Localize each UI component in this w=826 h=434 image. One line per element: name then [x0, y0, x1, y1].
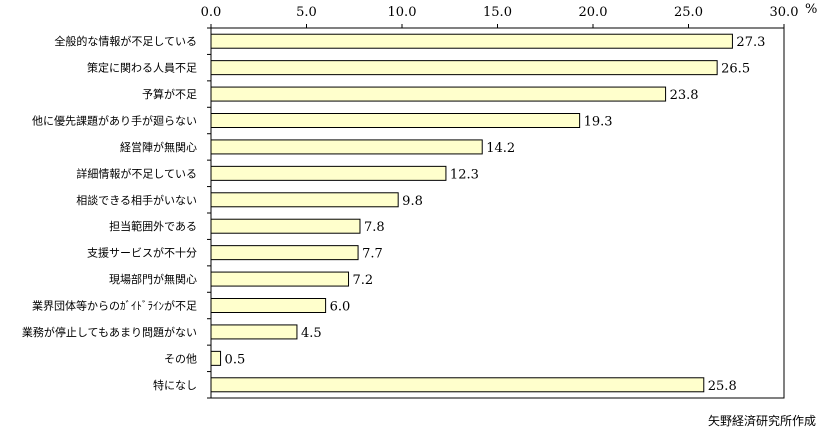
- data-label: 0.5: [225, 352, 246, 367]
- bar: [210, 218, 361, 234]
- category-label: 業界団体等からのｶﾞｲﾄﾞﾗｲﾝが不足: [32, 299, 197, 313]
- x-tick-label: 10.0: [388, 5, 417, 20]
- data-label: 7.2: [353, 273, 374, 288]
- data-label: 12.3: [450, 167, 479, 182]
- category-label: 現場部門が無関心: [109, 272, 197, 286]
- axis-layer: 0.0 5.0 10.0 15.0 20.0 25.0 30.0: [201, 5, 799, 399]
- data-label: 4.5: [301, 326, 322, 341]
- data-label: 27.3: [736, 35, 765, 50]
- bar: [210, 298, 327, 313]
- category-label: 相談できる相手がいない: [76, 193, 197, 207]
- plot-frame: [210, 27, 785, 399]
- bar: [210, 139, 483, 155]
- bar: [210, 271, 350, 287]
- data-label: 19.3: [584, 115, 613, 130]
- data-label: 7.8: [364, 220, 385, 235]
- data-label: 23.8: [670, 88, 699, 103]
- x-tick-label: 15.0: [483, 5, 512, 20]
- data-label: 14.2: [486, 141, 515, 156]
- category-label: 支援サービスが不十分: [87, 246, 197, 260]
- data-label: 7.7: [362, 247, 383, 262]
- source-note: 矢野経済研究所作成: [707, 414, 816, 428]
- data-label: 9.8: [402, 194, 423, 209]
- data-label: 26.5: [721, 62, 750, 77]
- category-label: 特になし: [153, 378, 197, 392]
- category-label: 策定に関わる人員不足: [87, 61, 197, 75]
- bar: [210, 60, 718, 76]
- bar: [210, 165, 447, 181]
- category-label: 予算が不足: [142, 87, 197, 101]
- data-label: 25.8: [708, 379, 737, 394]
- bar: [210, 245, 359, 261]
- bar: [210, 350, 222, 366]
- bar: [210, 86, 667, 102]
- x-axis-unit-label: %: [805, 2, 817, 17]
- x-tick-label: 20.0: [579, 5, 608, 20]
- category-label: 経営陣が無関心: [120, 140, 197, 154]
- bar: [210, 377, 705, 393]
- x-tick-label: 5.0: [296, 5, 317, 20]
- category-label: 全般的な情報が不足している: [54, 34, 197, 48]
- bar: [210, 324, 298, 340]
- x-tick-label: 30.0: [770, 5, 799, 20]
- category-label: 担当範囲外である: [109, 219, 197, 233]
- category-label: 業務が停止してもあまり問題がない: [22, 325, 197, 339]
- x-tick-label: 0.0: [201, 5, 222, 20]
- x-tick-label: 25.0: [674, 5, 703, 20]
- category-label: 他に優先課題があり手が廻らない: [32, 114, 197, 128]
- labels-layer: 全般的な情報が不足している 27.3 策定に関わる人員不足 26.5 予算が不足 23.8…: [22, 34, 766, 394]
- category-label: その他: [164, 352, 197, 365]
- bar: [210, 33, 733, 49]
- bar: [210, 192, 399, 208]
- category-label: 詳細情報が不足している: [76, 166, 197, 180]
- bars-layer: [210, 33, 733, 393]
- data-label: 6.0: [330, 300, 351, 315]
- bar: [210, 113, 581, 128]
